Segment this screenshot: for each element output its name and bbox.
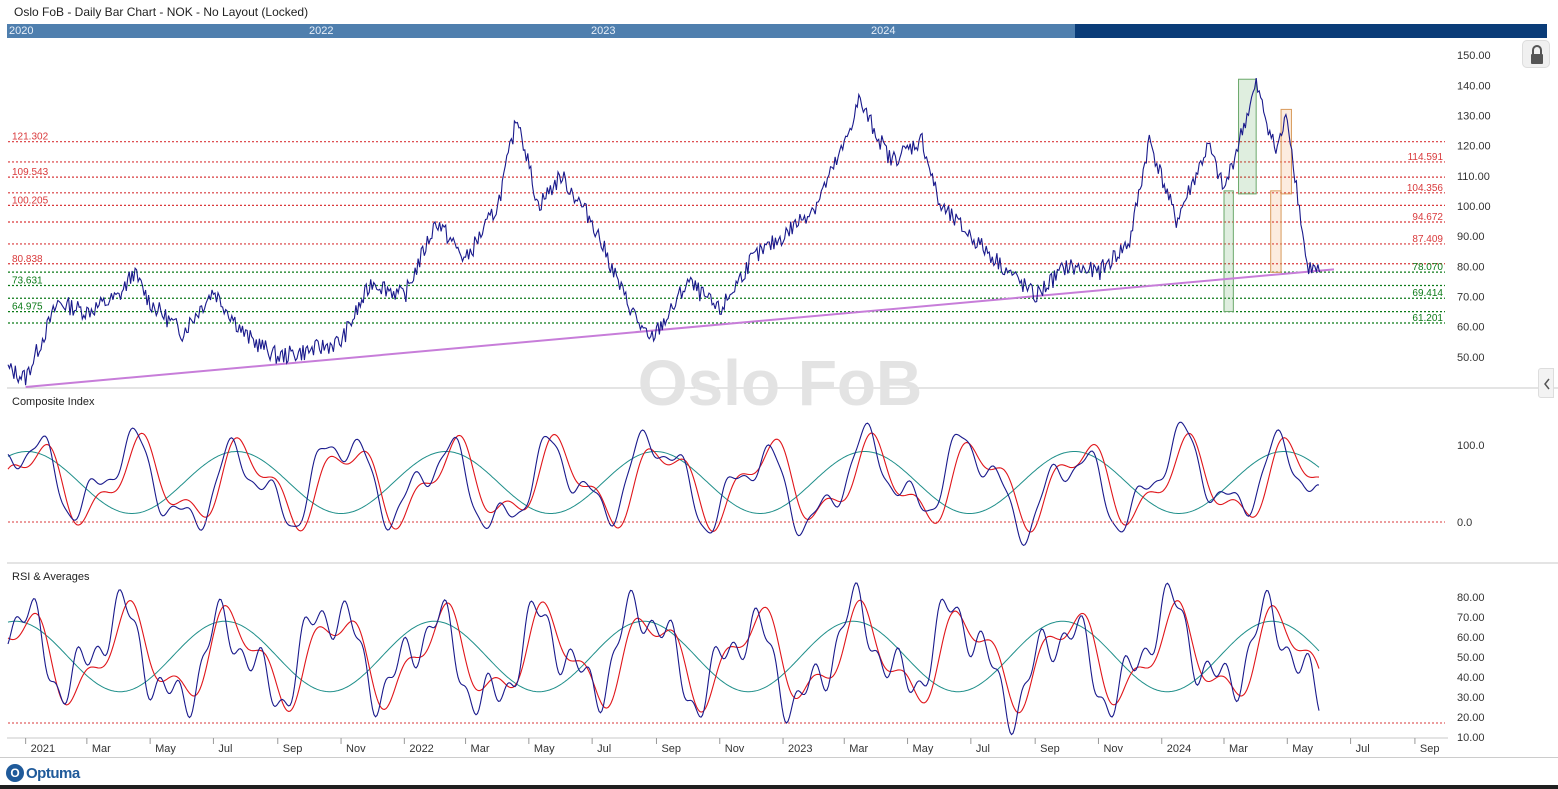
level-label: 114.591 — [1408, 152, 1444, 163]
price-tick-label: 130.00 — [1457, 110, 1491, 122]
optuma-logo-icon: O — [6, 764, 24, 782]
x-tick-label: May — [155, 743, 176, 755]
x-tick-label: Mar — [849, 743, 868, 755]
composite-index-title: Composite Index — [12, 396, 95, 408]
slow-average-line — [7, 620, 1320, 693]
x-tick-label: Sep — [1040, 743, 1060, 755]
date-overview-strip[interactable]: 2020 2022 2023 2024 — [7, 24, 1547, 38]
footer-bar: O Optuma — [0, 757, 1558, 789]
level-label: 64.975 — [12, 302, 43, 313]
price-tick-label: 150.00 — [1457, 50, 1491, 62]
price-tick-label: 120.00 — [1457, 141, 1491, 153]
lock-icon-glyph — [1531, 45, 1543, 64]
x-tick-label: Jul — [597, 743, 611, 755]
watermark: Oslo FoB — [638, 347, 922, 419]
x-tick-label: Sep — [283, 743, 303, 755]
highlight-box — [1280, 108, 1292, 195]
trend-line — [25, 268, 1335, 388]
bottom-strip — [0, 785, 1558, 789]
rsi-tick-label: 10.00 — [1457, 732, 1485, 744]
x-tick-label: May — [1292, 743, 1313, 755]
x-tick-label: Mar — [92, 743, 111, 755]
title-bar: Oslo FoB - Daily Bar Chart - NOK - No La… — [0, 0, 1558, 24]
logo-text: Optuma — [26, 764, 80, 782]
level-label: 61.201 — [1412, 313, 1443, 324]
oscillator-line — [7, 421, 1320, 547]
composite-tick-label: 100.0 — [1457, 440, 1485, 452]
highlight-box — [1270, 190, 1282, 273]
x-tick-label: Sep — [1420, 743, 1440, 755]
rsi-tick-label: 30.00 — [1457, 692, 1485, 704]
chevron-left-glyph — [1544, 378, 1550, 390]
level-label: 69.414 — [1412, 288, 1443, 299]
price-tick-label: 70.00 — [1457, 291, 1485, 303]
level-label: 104.356 — [1407, 183, 1444, 194]
price-tick-label: 60.00 — [1457, 322, 1485, 334]
x-tick-label: Mar — [471, 743, 490, 755]
chevron-left-icon[interactable] — [1538, 368, 1554, 398]
x-tick-label: Jul — [1356, 743, 1370, 755]
x-tick-label: Nov — [1103, 743, 1123, 755]
overview-year-label: 2024 — [871, 25, 896, 37]
level-label: 100.205 — [12, 195, 49, 206]
composite-tick-label: 0.0 — [1457, 517, 1472, 529]
price-tick-label: 80.00 — [1457, 261, 1485, 273]
x-tick-label: Nov — [346, 743, 366, 755]
x-tick-label: May — [534, 743, 555, 755]
price-series-line — [7, 78, 1321, 386]
level-label: 78.070 — [1412, 262, 1443, 273]
price-tick-label: 50.00 — [1457, 352, 1485, 364]
highlight-box — [1223, 190, 1234, 313]
x-tick-label: Mar — [1229, 743, 1248, 755]
price-tick-label: 90.00 — [1457, 231, 1485, 243]
x-tick-label: Jul — [976, 743, 990, 755]
x-tick-label: 2021 — [31, 743, 55, 755]
overview-year-label: 2020 — [9, 25, 34, 37]
highlight-box — [1238, 78, 1257, 195]
fast-average-line — [7, 432, 1320, 533]
x-tick-label: 2022 — [409, 743, 433, 755]
window-title: Oslo FoB - Daily Bar Chart - NOK - No La… — [14, 5, 309, 19]
rsi-tick-label: 50.00 — [1457, 652, 1485, 664]
oscillator-line — [7, 582, 1320, 736]
level-label: 121.302 — [12, 132, 49, 143]
rsi-tick-label: 20.00 — [1457, 712, 1485, 724]
rsi-tick-label: 40.00 — [1457, 672, 1485, 684]
fast-average-line — [7, 599, 1320, 714]
price-tick-label: 100.00 — [1457, 201, 1491, 213]
overview-year-label: 2023 — [591, 25, 616, 37]
level-label: 109.543 — [12, 167, 49, 178]
level-label: 94.672 — [1412, 212, 1443, 223]
x-tick-label: Jul — [218, 743, 232, 755]
x-tick-label: 2024 — [1167, 743, 1191, 755]
level-label: 73.631 — [12, 276, 43, 287]
x-tick-label: 2023 — [788, 743, 812, 755]
x-tick-label: May — [913, 743, 934, 755]
overview-year-label: 2022 — [309, 25, 334, 37]
slow-average-line — [7, 451, 1320, 514]
x-tick-label: Sep — [661, 743, 681, 755]
price-tick-label: 110.00 — [1457, 171, 1490, 183]
overview-visible-range[interactable] — [7, 24, 1075, 38]
rsi-averages-title: RSI & Averages — [12, 571, 90, 583]
optuma-logo: O Optuma — [6, 764, 80, 782]
level-label: 87.409 — [1412, 234, 1443, 245]
rsi-tick-label: 70.00 — [1457, 612, 1485, 624]
x-tick-label: Nov — [725, 743, 745, 755]
rsi-tick-label: 60.00 — [1457, 632, 1485, 644]
lock-icon[interactable] — [1522, 40, 1550, 68]
price-tick-label: 140.00 — [1457, 80, 1491, 92]
rsi-tick-label: 80.00 — [1457, 592, 1485, 604]
level-label: 80.838 — [12, 254, 43, 265]
